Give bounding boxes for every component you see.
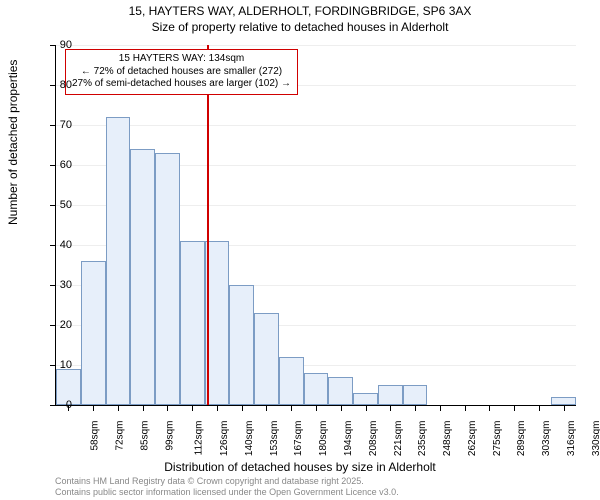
histogram-bar: [304, 373, 329, 405]
x-tick: [366, 405, 367, 411]
marker-annotation-box: 15 HAYTERS WAY: 134sqm ← 72% of detached…: [65, 49, 298, 95]
x-tick-label: 194sqm: [343, 421, 354, 457]
x-tick: [167, 405, 168, 411]
x-tick: [341, 405, 342, 411]
y-tick: [50, 45, 56, 46]
x-tick-label: 303sqm: [541, 421, 552, 457]
x-tick-label: 167sqm: [294, 421, 305, 457]
footer-line-1: Contains HM Land Registry data © Crown c…: [55, 476, 399, 487]
x-tick: [390, 405, 391, 411]
footer-line-2: Contains public sector information licen…: [55, 487, 399, 498]
x-tick-label: 316sqm: [566, 421, 577, 457]
y-tick-label: 20: [60, 319, 72, 331]
y-tick: [50, 125, 56, 126]
title-line-2: Size of property relative to detached ho…: [0, 20, 600, 36]
histogram-bar: [328, 377, 353, 405]
x-tick-label: 180sqm: [318, 421, 329, 457]
chart-area: 58sqm72sqm85sqm99sqm112sqm126sqm140sqm15…: [55, 45, 575, 405]
histogram-bar: [254, 313, 279, 405]
x-tick-label: 153sqm: [269, 421, 280, 457]
gridline: [56, 125, 576, 126]
histogram-bar: [106, 117, 131, 405]
histogram-bar: [353, 393, 378, 405]
x-tick-label: 126sqm: [219, 421, 230, 457]
y-tick-label: 60: [60, 159, 72, 171]
y-tick: [50, 325, 56, 326]
y-axis-label: Number of detached properties: [6, 60, 20, 225]
x-tick-label: 208sqm: [368, 421, 379, 457]
x-tick-label: 330sqm: [591, 421, 600, 457]
chart-title: 15, HAYTERS WAY, ALDERHOLT, FORDINGBRIDG…: [0, 0, 600, 35]
y-tick: [50, 245, 56, 246]
x-axis-label: Distribution of detached houses by size …: [0, 460, 600, 474]
x-tick: [316, 405, 317, 411]
y-tick-label: 10: [60, 359, 72, 371]
x-tick: [118, 405, 119, 411]
x-tick: [266, 405, 267, 411]
x-tick-label: 221sqm: [393, 421, 404, 457]
histogram-bar: [229, 285, 254, 405]
y-tick-label: 50: [60, 199, 72, 211]
x-tick: [291, 405, 292, 411]
x-tick-label: 235sqm: [417, 421, 428, 457]
plot-area: [55, 45, 576, 406]
footer-attribution: Contains HM Land Registry data © Crown c…: [55, 476, 399, 498]
x-tick-label: 99sqm: [164, 421, 175, 451]
x-tick-label: 72sqm: [115, 421, 126, 451]
chart-container: 15, HAYTERS WAY, ALDERHOLT, FORDINGBRIDG…: [0, 0, 600, 500]
x-tick: [465, 405, 466, 411]
histogram-bar: [130, 149, 155, 405]
x-tick: [564, 405, 565, 411]
x-tick-label: 289sqm: [516, 421, 527, 457]
y-tick: [50, 165, 56, 166]
y-tick-label: 40: [60, 239, 72, 251]
x-tick: [93, 405, 94, 411]
y-tick-label: 0: [66, 399, 72, 411]
histogram-bar: [155, 153, 180, 405]
x-tick-label: 85sqm: [139, 421, 150, 451]
annotation-line-3: 27% of semi-detached houses are larger (…: [72, 78, 291, 91]
x-tick: [143, 405, 144, 411]
y-tick-label: 80: [60, 79, 72, 91]
y-tick: [50, 285, 56, 286]
x-tick: [242, 405, 243, 411]
gridline: [56, 45, 576, 46]
annotation-line-1: 15 HAYTERS WAY: 134sqm: [72, 53, 291, 66]
annotation-line-2: ← 72% of detached houses are smaller (27…: [72, 66, 291, 79]
title-line-1: 15, HAYTERS WAY, ALDERHOLT, FORDINGBRIDG…: [0, 4, 600, 20]
x-tick: [440, 405, 441, 411]
histogram-bar: [180, 241, 205, 405]
x-tick: [514, 405, 515, 411]
x-tick-label: 248sqm: [442, 421, 453, 457]
x-tick: [217, 405, 218, 411]
x-tick: [489, 405, 490, 411]
x-tick-label: 262sqm: [467, 421, 478, 457]
histogram-bar: [403, 385, 428, 405]
y-tick: [50, 405, 56, 406]
histogram-bar: [551, 397, 576, 405]
x-tick-label: 112sqm: [194, 421, 205, 456]
y-tick: [50, 85, 56, 86]
y-tick-label: 30: [60, 279, 72, 291]
x-tick: [415, 405, 416, 411]
x-tick: [539, 405, 540, 411]
histogram-bar: [279, 357, 304, 405]
x-tick-label: 58sqm: [90, 421, 101, 451]
x-tick-label: 140sqm: [244, 421, 255, 457]
y-tick: [50, 205, 56, 206]
marker-line: [207, 45, 209, 405]
x-tick: [192, 405, 193, 411]
y-tick-label: 90: [60, 39, 72, 51]
x-tick-label: 275sqm: [492, 421, 503, 457]
histogram-bar: [378, 385, 403, 405]
y-tick: [50, 365, 56, 366]
y-tick-label: 70: [60, 119, 72, 131]
histogram-bar: [81, 261, 106, 405]
